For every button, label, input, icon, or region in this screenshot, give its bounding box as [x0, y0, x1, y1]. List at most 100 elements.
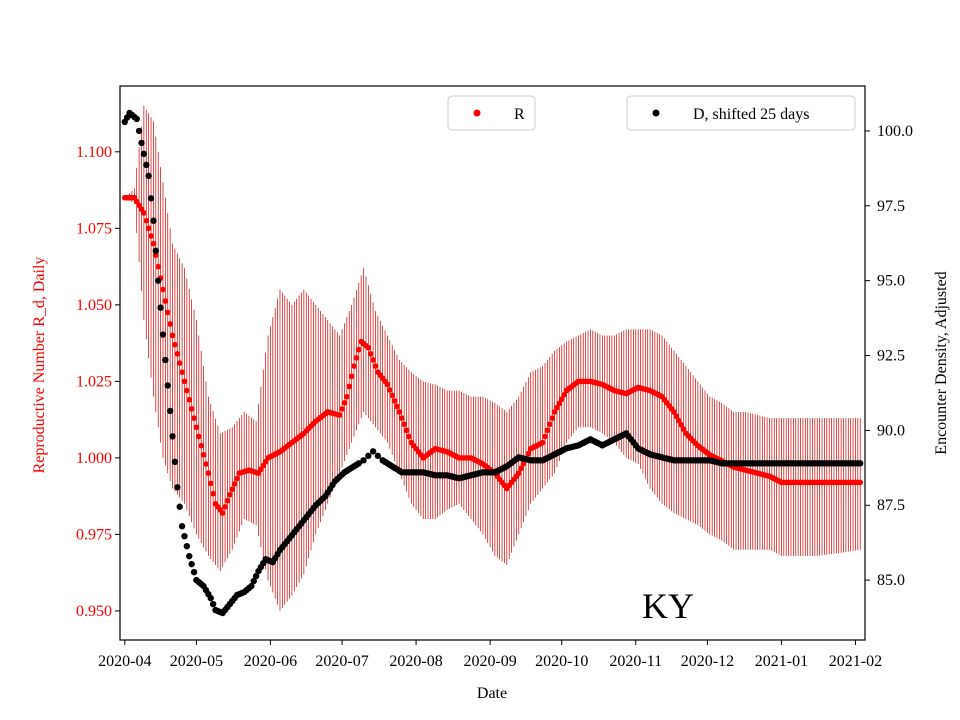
r-point — [403, 427, 410, 434]
d-point — [374, 452, 382, 460]
d-point — [145, 172, 152, 180]
d-point — [157, 304, 164, 311]
r-point — [525, 450, 532, 457]
d-point — [207, 594, 214, 602]
d-point — [152, 247, 160, 254]
y-right-tick-label: 95.0 — [877, 273, 905, 290]
r-point — [174, 351, 181, 357]
d-point — [143, 161, 150, 169]
d-point — [355, 460, 362, 467]
r-point — [150, 240, 157, 247]
right-y-axis-label: Encounter Density, Adjusted — [933, 271, 950, 454]
r-point — [148, 233, 154, 239]
d-point — [164, 382, 171, 389]
r-point — [167, 321, 173, 327]
r-point — [544, 427, 551, 434]
d-point — [209, 600, 217, 608]
d-point — [250, 577, 257, 585]
r-point — [353, 355, 360, 361]
r-point — [176, 360, 183, 366]
x-tick-label: 2020-06 — [244, 653, 297, 670]
r-point — [160, 286, 166, 293]
r-point — [355, 346, 362, 353]
r-point — [398, 415, 405, 421]
d-point — [248, 582, 255, 590]
plot-frame — [119, 85, 866, 641]
x-tick-label: 2020-07 — [315, 653, 368, 670]
r-point — [365, 344, 372, 351]
r-point — [348, 373, 355, 380]
x-tick-label: 2020-08 — [389, 653, 442, 670]
x-tick-label: 2020-10 — [535, 653, 588, 670]
r-point — [141, 210, 147, 216]
r-point — [222, 504, 228, 510]
legend-r-label: R — [514, 106, 525, 123]
r-point — [551, 409, 558, 415]
r-point — [561, 392, 567, 398]
r-point — [673, 413, 680, 420]
r-point — [387, 387, 393, 393]
y-right-tick-label: 97.5 — [877, 198, 905, 215]
d-point — [135, 127, 143, 135]
y-right-tick-label: 92.5 — [877, 348, 905, 365]
r-point — [539, 439, 546, 446]
y-right-tick-label: 90.0 — [877, 422, 905, 439]
r-point — [344, 393, 350, 400]
r-point — [680, 426, 687, 432]
r-point — [200, 452, 207, 458]
r-point — [224, 497, 231, 504]
d-point — [252, 572, 260, 580]
r-point — [389, 392, 396, 399]
r-point — [372, 363, 379, 369]
d-point — [190, 568, 198, 576]
r-point — [549, 415, 555, 421]
r-point — [401, 421, 407, 428]
r-point — [143, 217, 150, 224]
r-point — [370, 357, 376, 363]
left-y-axis: 0.950 0.975 1.000 1.025 1.050 1.075 1.100 — [76, 144, 120, 620]
r-point — [346, 383, 353, 390]
d-point — [369, 448, 377, 455]
d-point — [150, 217, 157, 224]
r-point — [857, 479, 864, 486]
y-left-tick-label: 0.975 — [76, 526, 112, 543]
d-point — [159, 331, 167, 338]
r-point — [675, 417, 682, 424]
r-point — [547, 421, 553, 428]
d-point — [162, 356, 169, 364]
r-series — [121, 194, 864, 516]
d-point — [174, 484, 181, 491]
d-point — [169, 433, 176, 440]
r-point — [155, 263, 162, 270]
legend-r-marker — [473, 109, 481, 117]
r-point — [234, 475, 240, 482]
legend-d-label: D, shifted 25 days — [693, 106, 809, 123]
r-point — [518, 465, 524, 472]
r-point — [179, 369, 185, 375]
y-left-tick-label: 1.075 — [76, 220, 112, 237]
r-point — [186, 396, 193, 403]
d-point — [133, 115, 140, 123]
r-point — [203, 461, 209, 467]
r-point — [181, 378, 188, 385]
state-label: KY — [642, 586, 694, 626]
r-point — [678, 422, 684, 428]
d-point — [183, 542, 191, 550]
r-point — [542, 433, 548, 440]
r-point — [162, 298, 169, 304]
d-point — [365, 452, 372, 460]
x-tick-label: 2020-04 — [98, 653, 151, 670]
y-left-tick-label: 1.100 — [76, 144, 112, 161]
r-point — [554, 404, 560, 411]
y-left-tick-label: 1.000 — [76, 450, 112, 467]
y-left-tick-label: 1.025 — [76, 373, 112, 390]
d-point — [155, 277, 162, 284]
y-right-tick-label: 85.0 — [877, 572, 905, 589]
legend-d-marker — [652, 109, 660, 117]
r-point — [367, 351, 374, 357]
r-point — [515, 470, 522, 476]
y-right-tick-label: 100.0 — [877, 123, 913, 140]
d-point — [138, 139, 145, 147]
r-point — [351, 363, 357, 369]
y-left-tick-label: 1.050 — [76, 297, 112, 314]
